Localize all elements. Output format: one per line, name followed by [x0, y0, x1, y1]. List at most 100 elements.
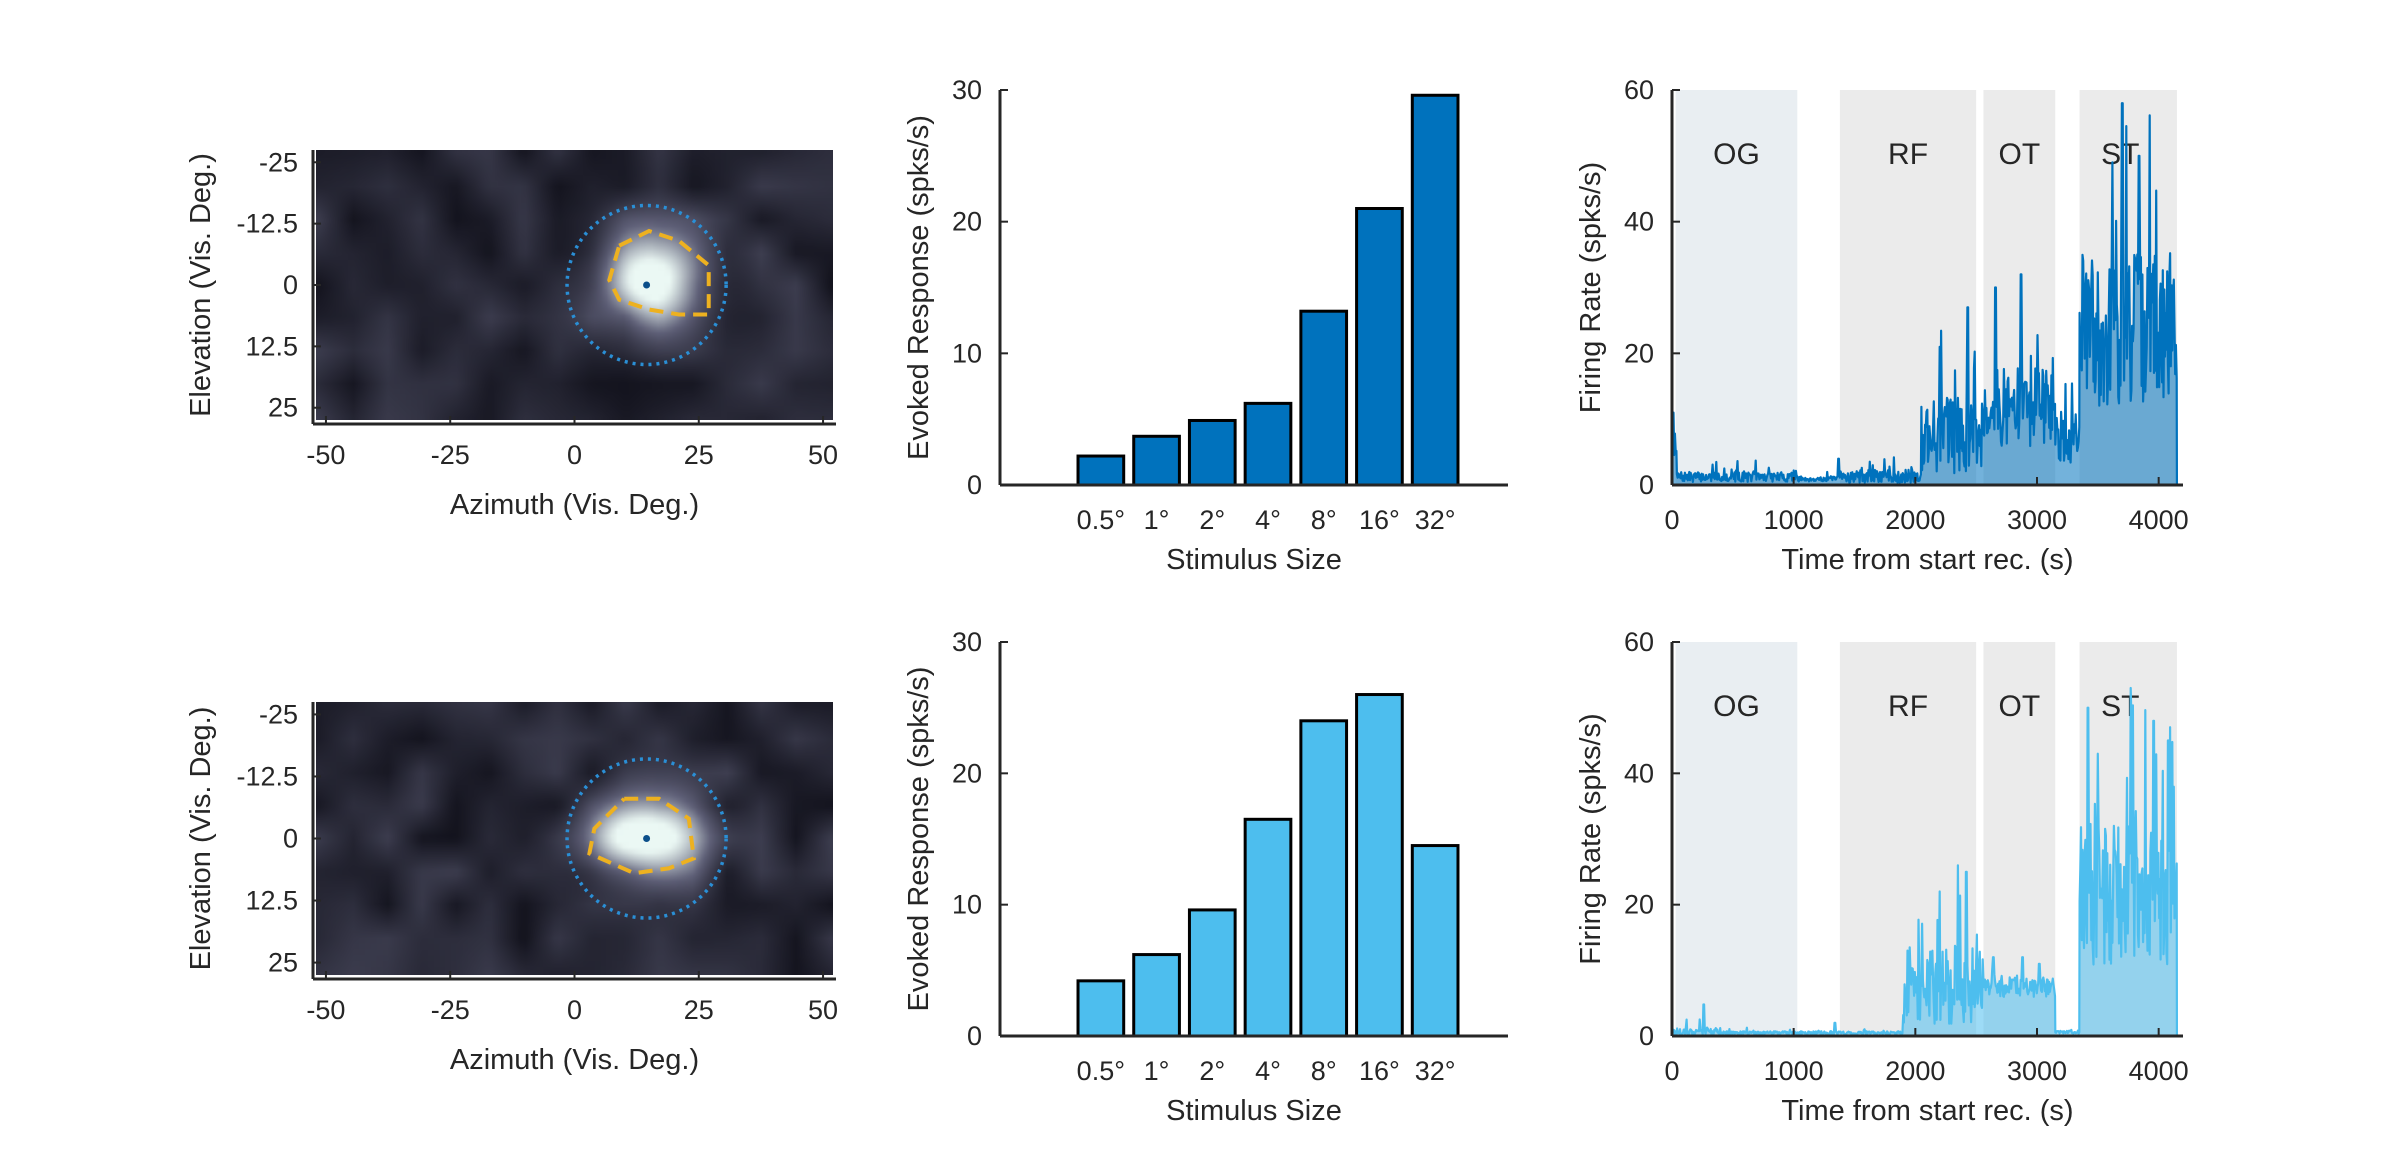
bar-4deg	[1243, 401, 1293, 487]
x-tick-label: 2°	[1199, 505, 1225, 535]
y-tick-label: 20	[952, 207, 982, 237]
bar-2deg	[1187, 908, 1237, 1038]
x-tick-label: 3000	[2007, 1056, 2067, 1086]
rf-map-2-ylabel: Elevation (Vis. Deg.)	[185, 707, 217, 971]
rf-heatmap-image	[316, 150, 833, 420]
x-tick-label: 4°	[1255, 505, 1281, 535]
y-tick-label: -25	[259, 147, 298, 177]
x-tick-label: 1000	[1764, 505, 1824, 535]
x-tick-label: 0	[567, 995, 582, 1025]
y-tick-label: 20	[1624, 338, 1654, 368]
rf-map-1-xlabel: Azimuth (Vis. Deg.)	[450, 489, 699, 521]
y-tick-label: 25	[268, 948, 298, 978]
bar-chart-panel-2: Stimulus Size Evoked Response (spks/s) 0…	[903, 627, 1508, 1127]
rf-center-dot	[643, 281, 651, 289]
bar-2-xlabel: Stimulus Size	[1166, 1095, 1342, 1127]
x-tick-label: 25	[684, 440, 714, 470]
x-tick-label: 0.5°	[1077, 1056, 1125, 1086]
x-tick-label: 32°	[1415, 505, 1456, 535]
y-tick-label: 20	[1624, 890, 1654, 920]
x-tick-label: 2000	[1885, 505, 1945, 535]
bar-chart-panel-1: Stimulus Size Evoked Response (spks/s) 0…	[903, 75, 1508, 576]
bar-8deg	[1299, 309, 1349, 487]
y-tick-label: 40	[1624, 207, 1654, 237]
y-tick-label: -25	[259, 699, 298, 729]
bar-1-xlabel: Stimulus Size	[1166, 544, 1342, 576]
x-tick-label: 32°	[1415, 1056, 1456, 1086]
x-tick-label: 0.5°	[1077, 505, 1125, 535]
x-tick-label: 1000	[1764, 1056, 1824, 1086]
rate-1-ylabel: Firing Rate (spks/s)	[1575, 162, 1607, 413]
rate-2-ylabel: Firing Rate (spks/s)	[1575, 713, 1607, 964]
x-tick-label: 8°	[1311, 1056, 1337, 1086]
firing-rate-fill	[1672, 103, 2177, 485]
y-tick-label: 0	[967, 1021, 982, 1051]
y-tick-label: 40	[1624, 758, 1654, 788]
firing-rate-panel-1: Time from start rec. (s) Firing Rate (sp…	[1575, 75, 2189, 576]
bar-1-ylabel: Evoked Response (spks/s)	[903, 115, 935, 460]
firing-rate-trace	[1670, 686, 2179, 1037]
bar-4deg	[1243, 817, 1293, 1038]
epoch-band-og	[1675, 642, 1798, 1036]
y-tick-label: -12.5	[236, 761, 298, 791]
x-tick-label: -25	[431, 440, 470, 470]
y-tick-label: 0	[967, 470, 982, 500]
rf-circle	[565, 757, 728, 920]
y-tick-label: 60	[1624, 75, 1654, 105]
epoch-label-rf: RF	[1888, 690, 1928, 723]
x-tick-label: 2°	[1199, 1056, 1225, 1086]
epoch-label-rf: RF	[1888, 138, 1928, 171]
bar-16deg	[1355, 693, 1404, 1038]
x-tick-label: 0	[567, 440, 582, 470]
rf-center-dot	[643, 835, 651, 842]
x-tick-label: 1°	[1144, 1056, 1170, 1086]
x-tick-label: 1°	[1144, 505, 1170, 535]
bar-0-5deg	[1076, 979, 1126, 1038]
epoch-band-ot	[1983, 642, 2056, 1036]
x-tick-label: -50	[306, 995, 345, 1025]
rf-map-panel-2: Azimuth (Vis. Deg.) Elevation (Vis. Deg.…	[185, 699, 838, 1076]
firing-rate-trace	[1670, 102, 2179, 486]
y-tick-label: 30	[952, 627, 982, 657]
y-tick-label: 30	[952, 75, 982, 105]
y-tick-label: 60	[1624, 627, 1654, 657]
bar-2-ylabel: Evoked Response (spks/s)	[903, 667, 935, 1012]
x-tick-label: 8°	[1311, 505, 1337, 535]
rf-map-2-xlabel: Azimuth (Vis. Deg.)	[450, 1044, 699, 1076]
x-tick-label: 50	[808, 440, 838, 470]
epoch-band-og	[1675, 90, 1798, 485]
x-tick-label: 3000	[2007, 505, 2067, 535]
bar-1deg	[1132, 953, 1181, 1038]
y-tick-label: 0	[283, 270, 298, 300]
bar-1deg	[1132, 434, 1181, 487]
x-tick-label: 4°	[1255, 1056, 1281, 1086]
epoch-label-og: OG	[1713, 690, 1760, 723]
x-tick-label: 2000	[1885, 1056, 1945, 1086]
y-tick-label: 10	[952, 338, 982, 368]
rf-map-panel-1: Azimuth (Vis. Deg.) Elevation (Vis. Deg.…	[185, 147, 838, 521]
firing-rate-panel-2: Time from start rec. (s) Firing Rate (sp…	[1575, 627, 2189, 1127]
y-tick-label: 0	[1639, 470, 1654, 500]
rate-2-xlabel: Time from start rec. (s)	[1781, 1095, 2073, 1127]
rate-1-xlabel: Time from start rec. (s)	[1781, 544, 2073, 576]
rf-map-1-ylabel: Elevation (Vis. Deg.)	[185, 153, 217, 417]
x-tick-label: -25	[431, 995, 470, 1025]
rf-heatmap-image	[316, 702, 833, 975]
bar-8deg	[1299, 719, 1349, 1038]
x-tick-label: 4000	[2129, 505, 2189, 535]
bar-2deg	[1187, 418, 1237, 487]
y-tick-label: 10	[952, 890, 982, 920]
bar-16deg	[1355, 207, 1404, 487]
y-tick-label: 12.5	[245, 886, 298, 916]
x-tick-label: 50	[808, 995, 838, 1025]
rf-circle	[565, 203, 728, 367]
bar-32deg	[1410, 93, 1460, 487]
bar-0-5deg	[1076, 454, 1126, 487]
x-tick-label: -50	[306, 440, 345, 470]
firing-rate-fill	[1672, 688, 2177, 1036]
y-tick-label: -12.5	[236, 209, 298, 239]
x-tick-label: 0	[1664, 1056, 1679, 1086]
y-tick-label: 12.5	[245, 331, 298, 361]
rf-contour	[607, 228, 711, 317]
